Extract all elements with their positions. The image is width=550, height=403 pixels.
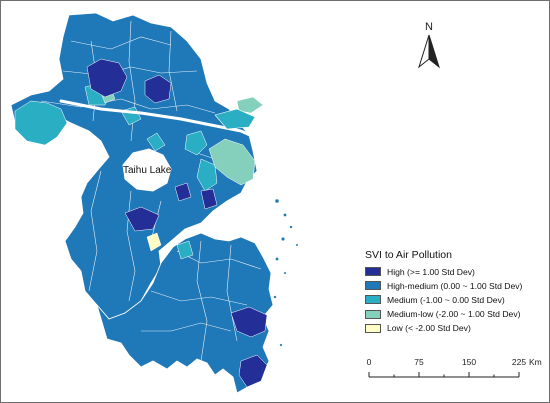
legend-label: High (>= 1.00 Std Dev) [387, 266, 475, 277]
estuary-island [214, 108, 256, 130]
river [59, 99, 265, 143]
north-label: N [425, 21, 433, 33]
legend: SVI to Air Pollution High (>= 1.00 Std D… [365, 249, 545, 336]
scale-tick-label: 225 [511, 357, 527, 367]
legend-label: High-medium (0.00 ~ 1.00 Std Dev) [387, 280, 523, 291]
scale-unit-label: Km [529, 357, 542, 367]
legend-title: SVI to Air Pollution [365, 249, 452, 261]
legend-item: High (>= 1.00 Std Dev) [365, 265, 545, 278]
north-arrow-icon [418, 34, 440, 69]
taihu-lake [122, 148, 172, 192]
legend-label: Low (< -2.00 Std Dev) [387, 323, 471, 334]
scale-bar-line [368, 372, 520, 378]
legend-item: Medium-low (-2.00 ~ 1.00 Std Dev) [365, 308, 545, 321]
legend-swatch-high-medium [365, 281, 381, 291]
high-districts [86, 58, 268, 388]
legend-swatch-low [365, 323, 381, 333]
legend-swatch-medium [365, 295, 381, 305]
scale-tick-label: 150 [461, 357, 477, 367]
legend-swatch-high [365, 267, 381, 276]
legend-swatch-medium-low [365, 309, 381, 319]
legend-label: Medium (-1.00 ~ 0.00 Std Dev) [387, 294, 505, 305]
district-boundaries [40, 20, 262, 362]
scale-bar: 0 75 150 225 Km [363, 357, 543, 387]
low-district [146, 232, 162, 252]
medium-low-districts [100, 88, 264, 186]
legend-label: Medium-low (-2.00 ~ 1.00 Std Dev) [387, 309, 521, 320]
scale-tick-label: 75 [414, 357, 424, 367]
legend-item: Medium (-1.00 ~ 0.00 Std Dev) [365, 293, 545, 306]
scale-tick-label: 0 [366, 357, 372, 367]
islands [273, 198, 299, 347]
lake-label: Taihu Lake [123, 165, 172, 176]
legend-item: Low (< -2.00 Std Dev) [365, 322, 545, 335]
region-landmass-south [96, 232, 274, 394]
legend-item: High-medium (0.00 ~ 1.00 Std Dev) [365, 279, 545, 292]
north-arrow: N [411, 21, 447, 77]
